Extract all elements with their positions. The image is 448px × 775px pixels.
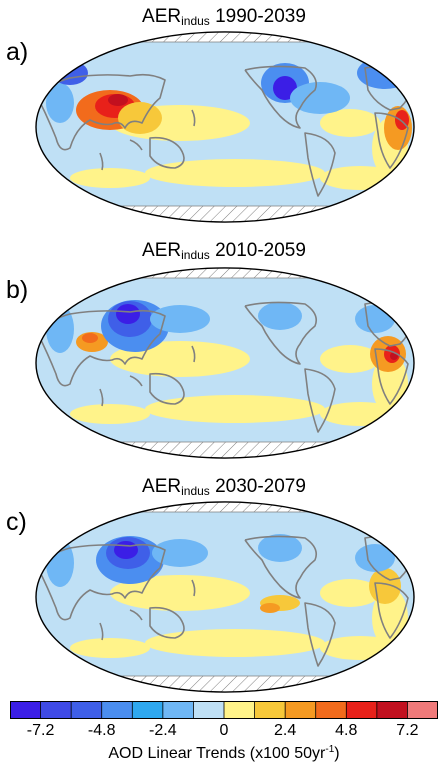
colorbar-swatch (10, 701, 41, 719)
colorbar-swatch (40, 701, 72, 719)
colorbar-swatch (376, 701, 408, 719)
colorbar-swatch (71, 701, 102, 719)
panel-c-map (35, 501, 415, 693)
colorbar-tick-label: 2.4 (274, 722, 297, 739)
colorbar-swatch (132, 701, 164, 719)
map-outline (35, 501, 415, 693)
field-region (46, 83, 74, 123)
aod-trend-field (35, 31, 415, 223)
colorbar-tick-label: 7.2 (396, 722, 419, 739)
panel-a-title: AERindus 1990-2039 (0, 6, 448, 28)
field-region (369, 568, 401, 604)
colorbar-tick-label: -7.2 (26, 722, 55, 739)
field-region (82, 333, 98, 343)
colorbar-swatch (285, 701, 316, 719)
panel-c-letter: c) (6, 508, 27, 536)
field-region (150, 305, 210, 333)
hatch-north (35, 267, 415, 278)
field-region (152, 539, 208, 567)
field-region (70, 638, 150, 658)
hatch-south (35, 676, 415, 693)
panel-b-title: AERindus 2010-2059 (0, 240, 448, 262)
colorbar (10, 701, 438, 719)
field-region (145, 159, 325, 187)
panel-b-map (35, 267, 415, 459)
hatch-north (35, 31, 415, 42)
panel-a-title-years: 1990-2039 (215, 6, 306, 27)
hatch-south (35, 206, 415, 223)
field-region (114, 541, 138, 559)
field-region (46, 305, 74, 353)
hatch-north (35, 501, 415, 512)
colorbar-swatch (101, 701, 133, 719)
field-region (258, 302, 302, 330)
colorbar-swatch (346, 701, 378, 719)
panel-b-title-years: 2010-2059 (215, 240, 306, 261)
colorbar-swatch (254, 701, 286, 719)
colorbar-tick-label: -2.4 (149, 722, 177, 739)
field-region (258, 534, 302, 562)
panel-c-title-years: 2030-2079 (215, 476, 306, 497)
field-region (110, 575, 250, 611)
colorbar-title-main: AOD Linear Trends (x100 50yr (108, 745, 326, 762)
map-outline (35, 267, 415, 459)
field-region (108, 94, 128, 106)
panel-c-title: AERindus 2030-2079 (0, 476, 448, 498)
colorbar-swatch (407, 701, 438, 719)
field-region (145, 629, 325, 657)
field-region (118, 102, 162, 134)
field-region (355, 544, 395, 572)
colorbar-tick-label: 4.8 (335, 722, 358, 739)
panel-b-title-sub: indus (181, 248, 210, 262)
field-region (70, 168, 150, 188)
colorbar-swatch (162, 701, 194, 719)
field-region (290, 82, 350, 114)
colorbar-tick-label: 0 (219, 722, 229, 739)
colorbar-title: AOD Linear Trends (x100 50yr-1) (0, 744, 448, 764)
panel-b-title-main: AER (142, 240, 182, 261)
colorbar-title-sup: -1 (325, 744, 335, 755)
aod-trend-field (35, 501, 415, 693)
panel-a-title-sub: indus (181, 14, 210, 28)
field-region (46, 539, 74, 587)
colorbar-swatch (224, 701, 255, 719)
field-region (320, 579, 380, 607)
hatch-south (35, 442, 415, 459)
panel-a-title-main: AER (142, 6, 182, 27)
colorbar-tick-label: -4.8 (87, 722, 116, 739)
field-region (260, 603, 280, 613)
field-region (355, 305, 395, 333)
field-region (70, 404, 150, 424)
panel-a-letter: a) (6, 38, 29, 66)
field-region (320, 345, 380, 373)
panel-a-map (35, 31, 415, 223)
panel-b-letter: b) (6, 276, 29, 304)
colorbar-title-end: ) (334, 745, 340, 762)
panel-c-title-main: AER (142, 476, 182, 497)
field-region (320, 109, 380, 137)
aod-trend-field (35, 267, 415, 459)
panel-c-title-sub: indus (181, 484, 210, 498)
map-outline (35, 31, 415, 223)
colorbar-swatch (315, 701, 347, 719)
colorbar-swatch (193, 701, 225, 719)
field-region (145, 395, 325, 423)
field-region (116, 304, 140, 324)
